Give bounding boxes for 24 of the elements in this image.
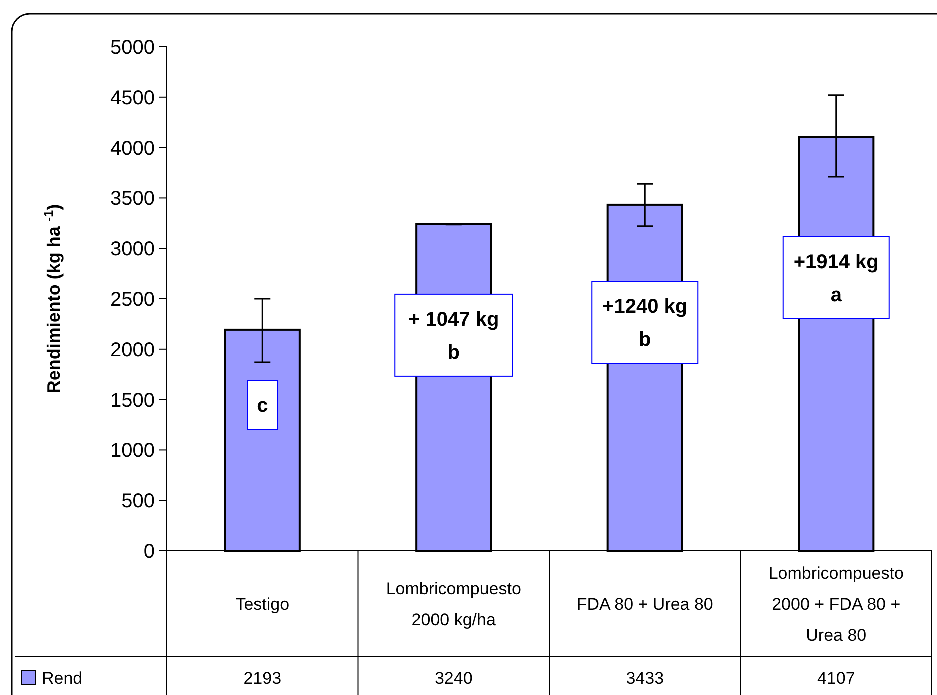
data-label: 3433 [626, 668, 664, 688]
x-tick-label: Lombricompuesto 2000 kg/ha [386, 579, 522, 630]
x-tick-label: Testigo [236, 594, 290, 614]
x-tick-label: FDA 80 + Urea 80 [576, 594, 714, 614]
y-tick-label: 4000 [110, 138, 155, 160]
y-tick-label: 1500 [110, 390, 155, 412]
y-tick-label: 2000 [110, 339, 155, 362]
annotation: +1914 kg a [794, 251, 879, 306]
data-label: 2193 [244, 668, 282, 688]
annotation: c [257, 395, 268, 418]
y-tick-label: 4500 [110, 87, 155, 110]
y-tick-label: 2500 [110, 289, 155, 311]
y-tick-label: 0 [144, 541, 155, 563]
y-tick-label: 5000 [110, 37, 155, 59]
y-tick-label: 3500 [110, 188, 155, 210]
annotation: +1240 kg b [602, 296, 688, 352]
data-label: 4107 [817, 668, 856, 688]
x-tick-label: Lombricompuesto 2000 + FDA 80 + Urea 80 [768, 564, 904, 645]
legend-label: Rend [42, 668, 83, 688]
data-label: 3240 [434, 668, 473, 688]
annotation: + 1047 kg b [408, 308, 500, 364]
y-tick-label: 3000 [110, 238, 155, 261]
y-tick-label: 1000 [110, 440, 155, 462]
y-tick-label: 500 [122, 490, 155, 513]
